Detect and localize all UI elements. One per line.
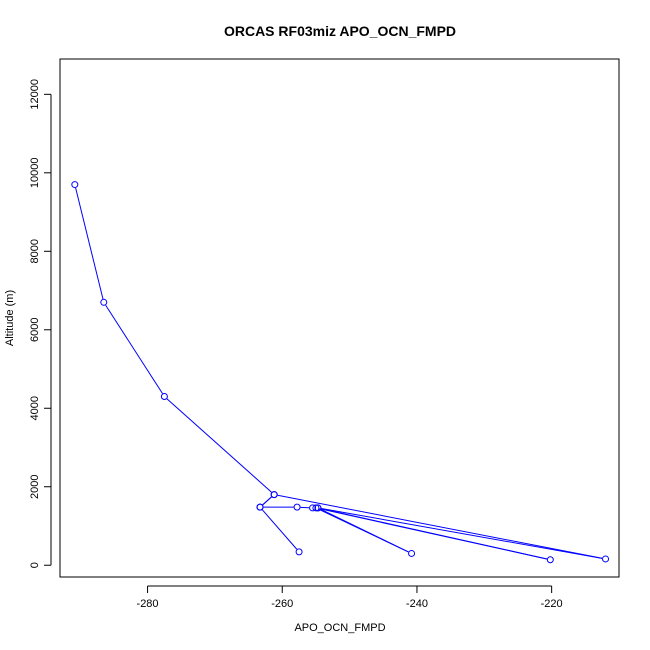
data-point xyxy=(71,181,79,189)
data-point xyxy=(293,503,301,511)
data-point xyxy=(309,504,317,512)
series-line-segment xyxy=(321,508,547,560)
series-layer xyxy=(71,181,610,564)
y-tick-label: 2000 xyxy=(29,475,41,499)
y-tick-label: 12000 xyxy=(29,79,41,110)
series-line-segment xyxy=(261,509,298,550)
x-tick-label: -240 xyxy=(406,598,428,610)
data-point xyxy=(100,298,108,306)
x-tick-label: -260 xyxy=(271,598,293,610)
series-line-segment xyxy=(277,494,603,559)
y-axis-label: Altitude (m) xyxy=(4,290,16,346)
chart-title: ORCAS RF03miz APO_OCN_FMPD xyxy=(224,23,456,39)
x-tick-label: -220 xyxy=(541,598,563,610)
series-line-segment xyxy=(105,304,163,394)
data-point xyxy=(408,549,416,557)
y-axis: 0 2000 4000 6000 8000 10000 12000 xyxy=(29,79,52,568)
x-axis-label: APO_OCN_FMPD xyxy=(294,622,385,634)
y-tick-label: 10000 xyxy=(29,158,41,189)
series-line-segment xyxy=(75,187,104,300)
plot-frame xyxy=(59,58,620,578)
series-line-segment xyxy=(166,398,272,493)
data-point xyxy=(314,504,322,512)
data-point xyxy=(160,392,168,400)
series-line-segment xyxy=(262,496,272,506)
y-tick-label: 4000 xyxy=(29,396,41,420)
x-axis: -280 -260 -240 -220 xyxy=(137,585,563,610)
data-point xyxy=(256,503,264,511)
y-tick-label: 0 xyxy=(29,562,41,568)
data-point xyxy=(295,548,303,556)
series-line-segment xyxy=(318,508,409,553)
data-point xyxy=(312,504,320,512)
x-tick-label: -280 xyxy=(137,598,159,610)
data-point xyxy=(602,555,610,563)
y-tick-label: 6000 xyxy=(29,318,41,342)
series-line-segment xyxy=(321,508,603,559)
data-point xyxy=(270,491,278,499)
data-point xyxy=(546,556,554,564)
y-tick-label: 8000 xyxy=(29,239,41,263)
